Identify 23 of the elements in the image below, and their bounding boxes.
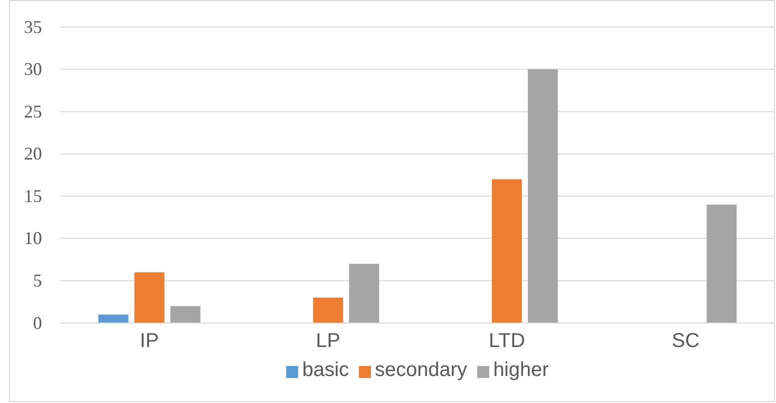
bar [706,204,737,323]
y-tick-label: 10 [24,228,42,248]
x-tick-label: LTD [488,330,526,352]
y-tick-label: 0 [33,312,42,333]
x-tick-label: LP [316,330,340,352]
bar [528,69,558,323]
legend-label: basic [302,359,349,381]
y-tick-label: 5 [33,270,42,290]
legend-label: higher [493,359,550,381]
bar [170,306,200,323]
bar [349,264,380,323]
legend-label: secondary [374,359,468,381]
y-tick-label: 15 [24,186,42,206]
bar [313,298,344,323]
bar [492,179,522,323]
bar [98,314,128,323]
y-tick-label: 25 [24,101,42,122]
bar [134,272,164,323]
y-tick-label: 20 [24,144,42,164]
x-tick-label: IP [140,330,159,352]
y-tick-label: 30 [24,59,42,80]
x-tick-label: SC [672,330,700,352]
y-tick-label: 35 [24,16,42,37]
